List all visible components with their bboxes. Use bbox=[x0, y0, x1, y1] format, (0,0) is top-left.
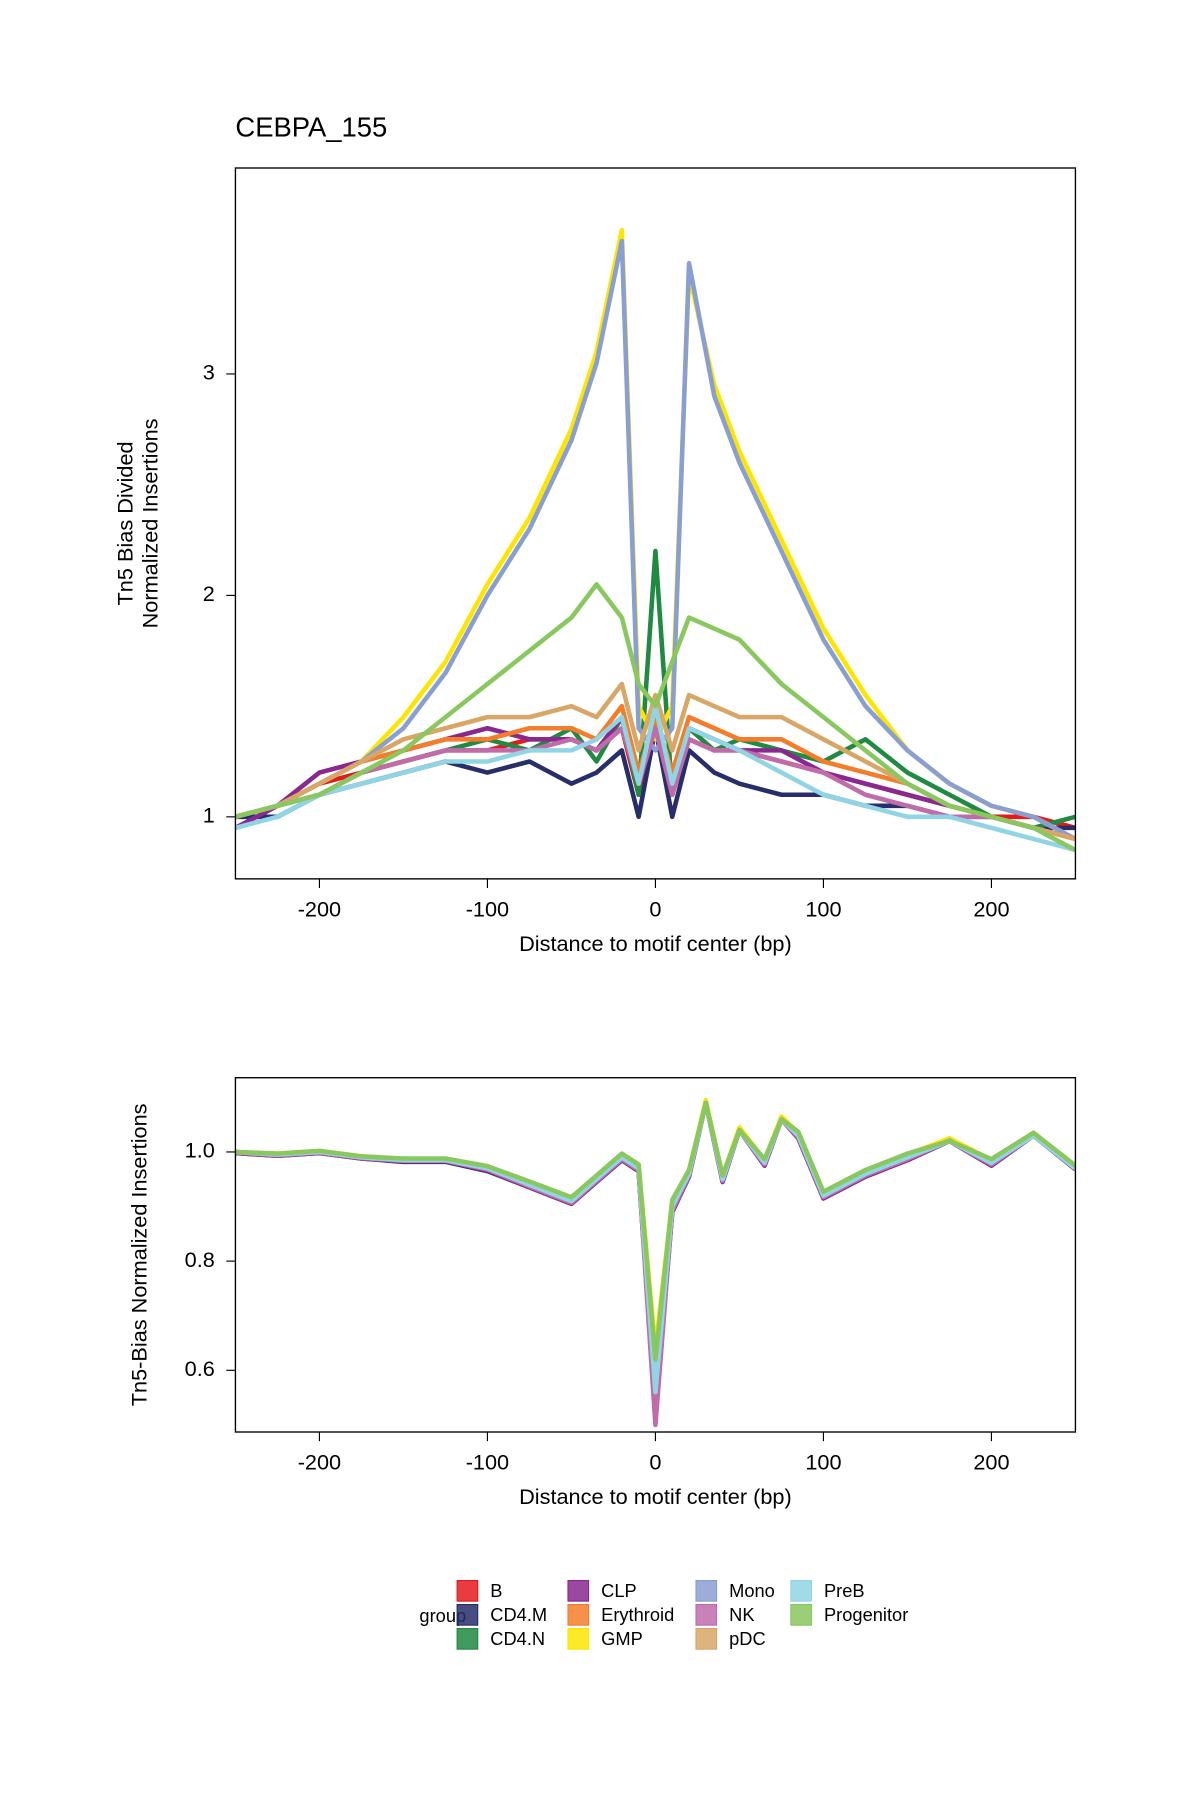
x-tick-label: -100 bbox=[466, 1450, 509, 1475]
legend-label: pDC bbox=[729, 1628, 766, 1649]
series-line bbox=[235, 582, 1076, 853]
legend: B CD4.M CD4.N CLP Erythroid GMP Mono NK pDC PreB P… bbox=[456, 1579, 908, 1650]
x-tick-label: -200 bbox=[298, 897, 341, 922]
legend-swatch bbox=[567, 1603, 590, 1626]
legend-label: CD4.N bbox=[490, 1628, 545, 1649]
legend-title: group bbox=[419, 1605, 466, 1626]
y-tick-label: 1.0 bbox=[185, 1138, 215, 1163]
series-line bbox=[235, 725, 1076, 842]
x-tick-label: -200 bbox=[298, 1450, 341, 1475]
x-tick-label: -100 bbox=[466, 897, 509, 922]
legend-swatch bbox=[790, 1579, 812, 1602]
y-axis-label: Tn5 Bias Divided bbox=[113, 441, 138, 605]
x-axis-label: Distance to motif center (bp) bbox=[519, 931, 792, 956]
legend-swatch bbox=[456, 1579, 479, 1602]
legend-label: B bbox=[490, 1580, 502, 1601]
x-tick-label: 100 bbox=[805, 1450, 841, 1475]
legend-label: Progenitor bbox=[824, 1604, 908, 1625]
chart-title: CEBPA_155 bbox=[235, 111, 387, 142]
series-line: Progenitor bbox=[235, 1100, 1076, 1362]
series-line bbox=[235, 238, 1076, 841]
x-tick-label: 0 bbox=[649, 897, 661, 922]
y-axis-label: Tn5-Bias Normalized Insertions bbox=[126, 1103, 151, 1406]
x-tick-label: 0 bbox=[649, 1450, 661, 1475]
legend-swatch bbox=[567, 1627, 590, 1650]
legend-swatch bbox=[456, 1603, 479, 1626]
legend-swatch bbox=[456, 1627, 479, 1650]
legend-swatch bbox=[567, 1579, 590, 1602]
x-tick-label: 200 bbox=[973, 897, 1009, 922]
legend-label: GMP bbox=[601, 1628, 643, 1649]
x-axis-label: Distance to motif center (bp) bbox=[519, 1484, 792, 1509]
y-axis-label: Normalized Insertions bbox=[138, 418, 163, 628]
x-tick-label: 200 bbox=[973, 1450, 1009, 1475]
legend-swatch bbox=[695, 1627, 718, 1650]
legend-label: PreB bbox=[824, 1580, 865, 1601]
legend-label: CLP bbox=[601, 1580, 637, 1601]
y-tick-label: 0.8 bbox=[185, 1247, 215, 1272]
x-tick-label: 100 bbox=[805, 897, 841, 922]
legend-label: NK bbox=[729, 1604, 754, 1625]
y-tick-label: 3 bbox=[203, 360, 215, 385]
y-tick-label: 1 bbox=[203, 803, 215, 828]
legend-label: Erythroid bbox=[601, 1604, 674, 1625]
legend-swatch bbox=[695, 1603, 718, 1626]
legend-label: CD4.M bbox=[490, 1604, 547, 1625]
y-tick-label: 0.6 bbox=[185, 1356, 215, 1381]
legend-swatch bbox=[695, 1579, 718, 1602]
legend-swatch bbox=[790, 1603, 812, 1626]
legend-label: Mono bbox=[729, 1580, 775, 1601]
y-tick-label: 2 bbox=[203, 581, 215, 606]
